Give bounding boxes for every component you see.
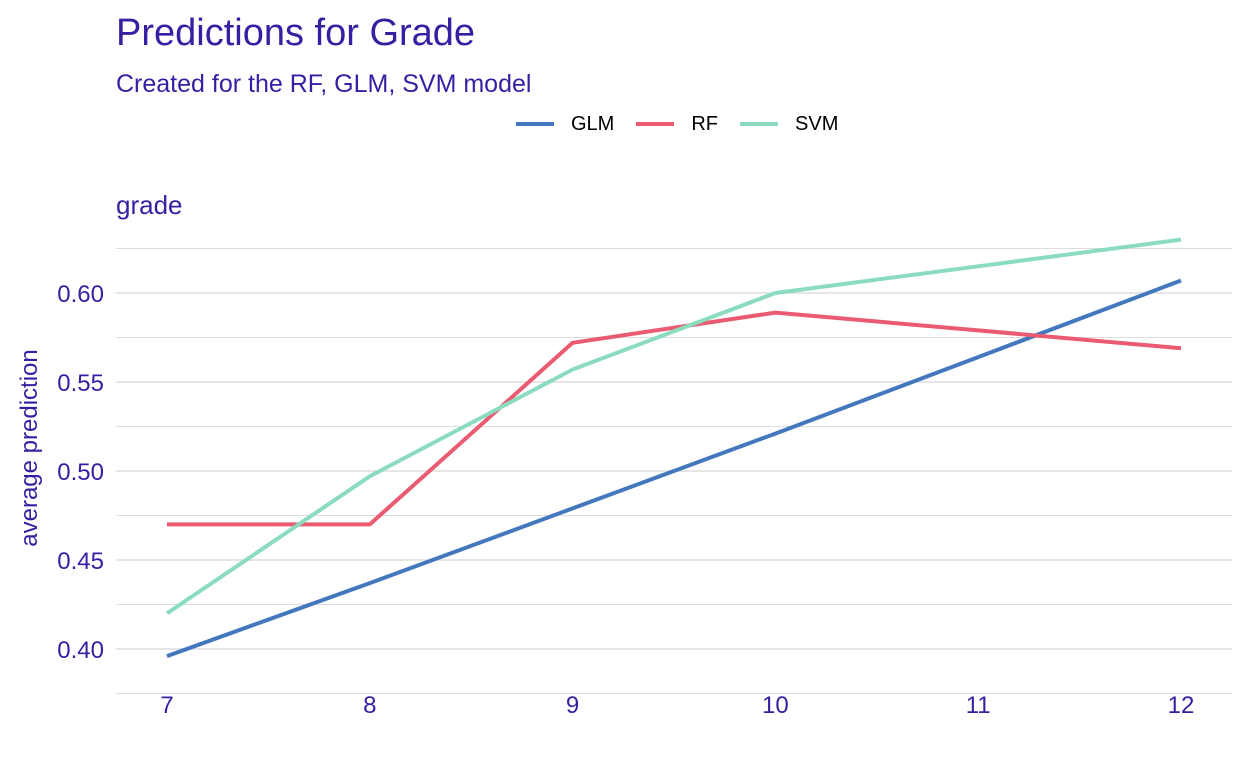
legend: GLM RF SVM (516, 110, 860, 138)
series-line-rf (167, 310, 1182, 527)
chart-subtitle: Created for the RF, GLM, SVM model (116, 70, 532, 98)
panel-label: grade (116, 190, 183, 220)
legend-label-rf: RF (691, 112, 719, 135)
series-line-glm (166, 278, 1182, 658)
x-tick-label: 8 (363, 692, 376, 719)
legend-swatch-glm (516, 122, 554, 126)
legend-label-svm: SVM (795, 112, 839, 135)
chart-title: Predictions for Grade (116, 12, 476, 54)
legend-item-glm: GLM (516, 113, 614, 136)
legend-swatch-svm (740, 122, 779, 126)
series-lines (165, 237, 1182, 658)
y-tick-label: 0.50 (57, 459, 104, 486)
y-tick-label: 0.60 (57, 281, 104, 308)
y-tick-label: 0.55 (57, 370, 104, 397)
legend-item-rf: RF (636, 113, 718, 136)
x-tick-label: 9 (566, 692, 579, 719)
legend-swatch-rf (636, 122, 675, 126)
grid-lines (116, 248, 1232, 694)
x-tick-label: 7 (160, 692, 173, 719)
y-tick-label: 0.40 (57, 637, 104, 664)
axis-ticks: 0.40 0.45 0.50 0.55 0.60 7 8 9 10 11 12 (57, 281, 1194, 719)
legend-item-svm: SVM (740, 113, 838, 136)
x-tick-label: 12 (1168, 692, 1195, 719)
x-tick-label: 10 (762, 692, 789, 719)
y-tick-label: 0.45 (57, 548, 104, 575)
legend-label-glm: GLM (571, 112, 615, 135)
series-line-svm (165, 237, 1182, 616)
x-tick-label: 11 (966, 692, 991, 719)
